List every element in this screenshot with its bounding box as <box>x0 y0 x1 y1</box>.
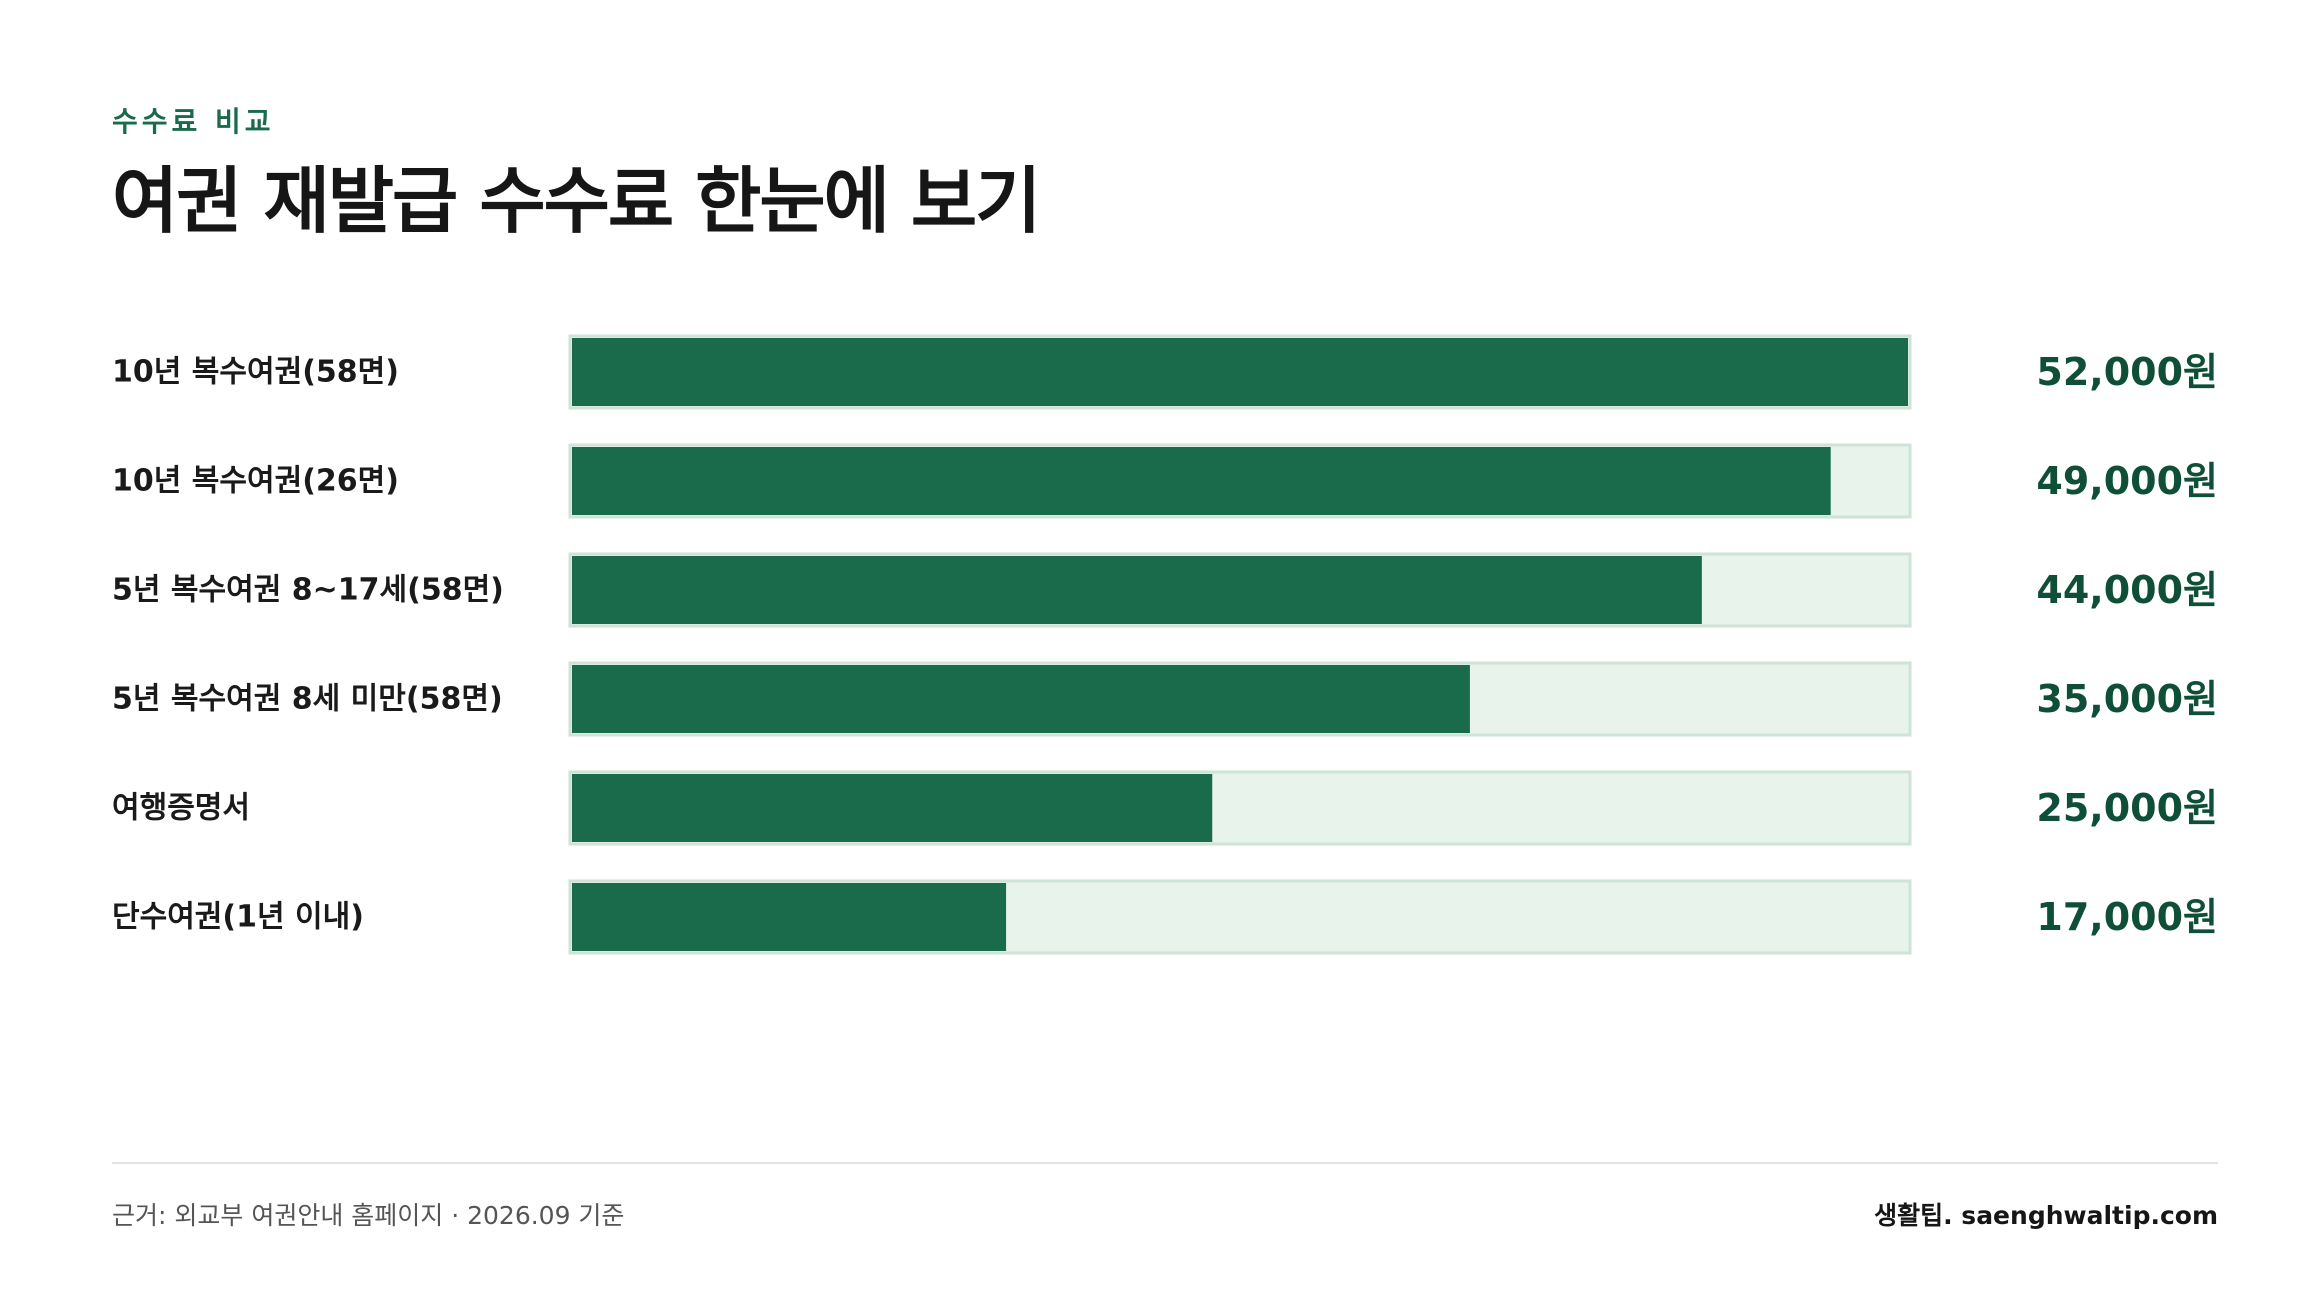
bar <box>572 556 1702 624</box>
bar <box>572 774 1213 842</box>
source-note: 근거: 외교부 여권안내 홈페이지 · 2026.09 기준 <box>112 1201 625 1230</box>
value-label: 25,000원 <box>2036 786 2218 830</box>
bar <box>572 665 1470 733</box>
footer-divider <box>112 1162 2218 1164</box>
category-label: 여행증명서 <box>112 791 250 826</box>
chart-kicker: 수수료 비교 <box>112 105 275 138</box>
value-label: 35,000원 <box>2036 677 2218 721</box>
category-label: 단수여권(1년 이내) <box>112 900 364 935</box>
category-label: 10년 복수여권(26면) <box>112 464 399 499</box>
bar <box>572 338 1908 406</box>
bar <box>572 447 1831 515</box>
value-label: 52,000원 <box>2036 350 2218 394</box>
value-label: 44,000원 <box>2036 568 2218 612</box>
category-label: 10년 복수여권(58면) <box>112 355 399 390</box>
fee-bar-chart: 10년 복수여권(58면) 52,000원 10년 복수여권(26면) 49,000원… <box>112 334 2218 955</box>
bar <box>572 883 1007 951</box>
chart-title: 여권 재발급 수수료 한눈에 보기 <box>112 159 1041 243</box>
value-label: 17,000원 <box>2036 895 2218 939</box>
brand-credit: 생활팁. saenghwaltip.com <box>1874 1201 2218 1230</box>
category-label: 5년 복수여권 8~17세(58면) <box>112 573 504 608</box>
value-label: 49,000원 <box>2036 459 2218 503</box>
category-label: 5년 복수여권 8세 미만(58면) <box>112 682 503 717</box>
